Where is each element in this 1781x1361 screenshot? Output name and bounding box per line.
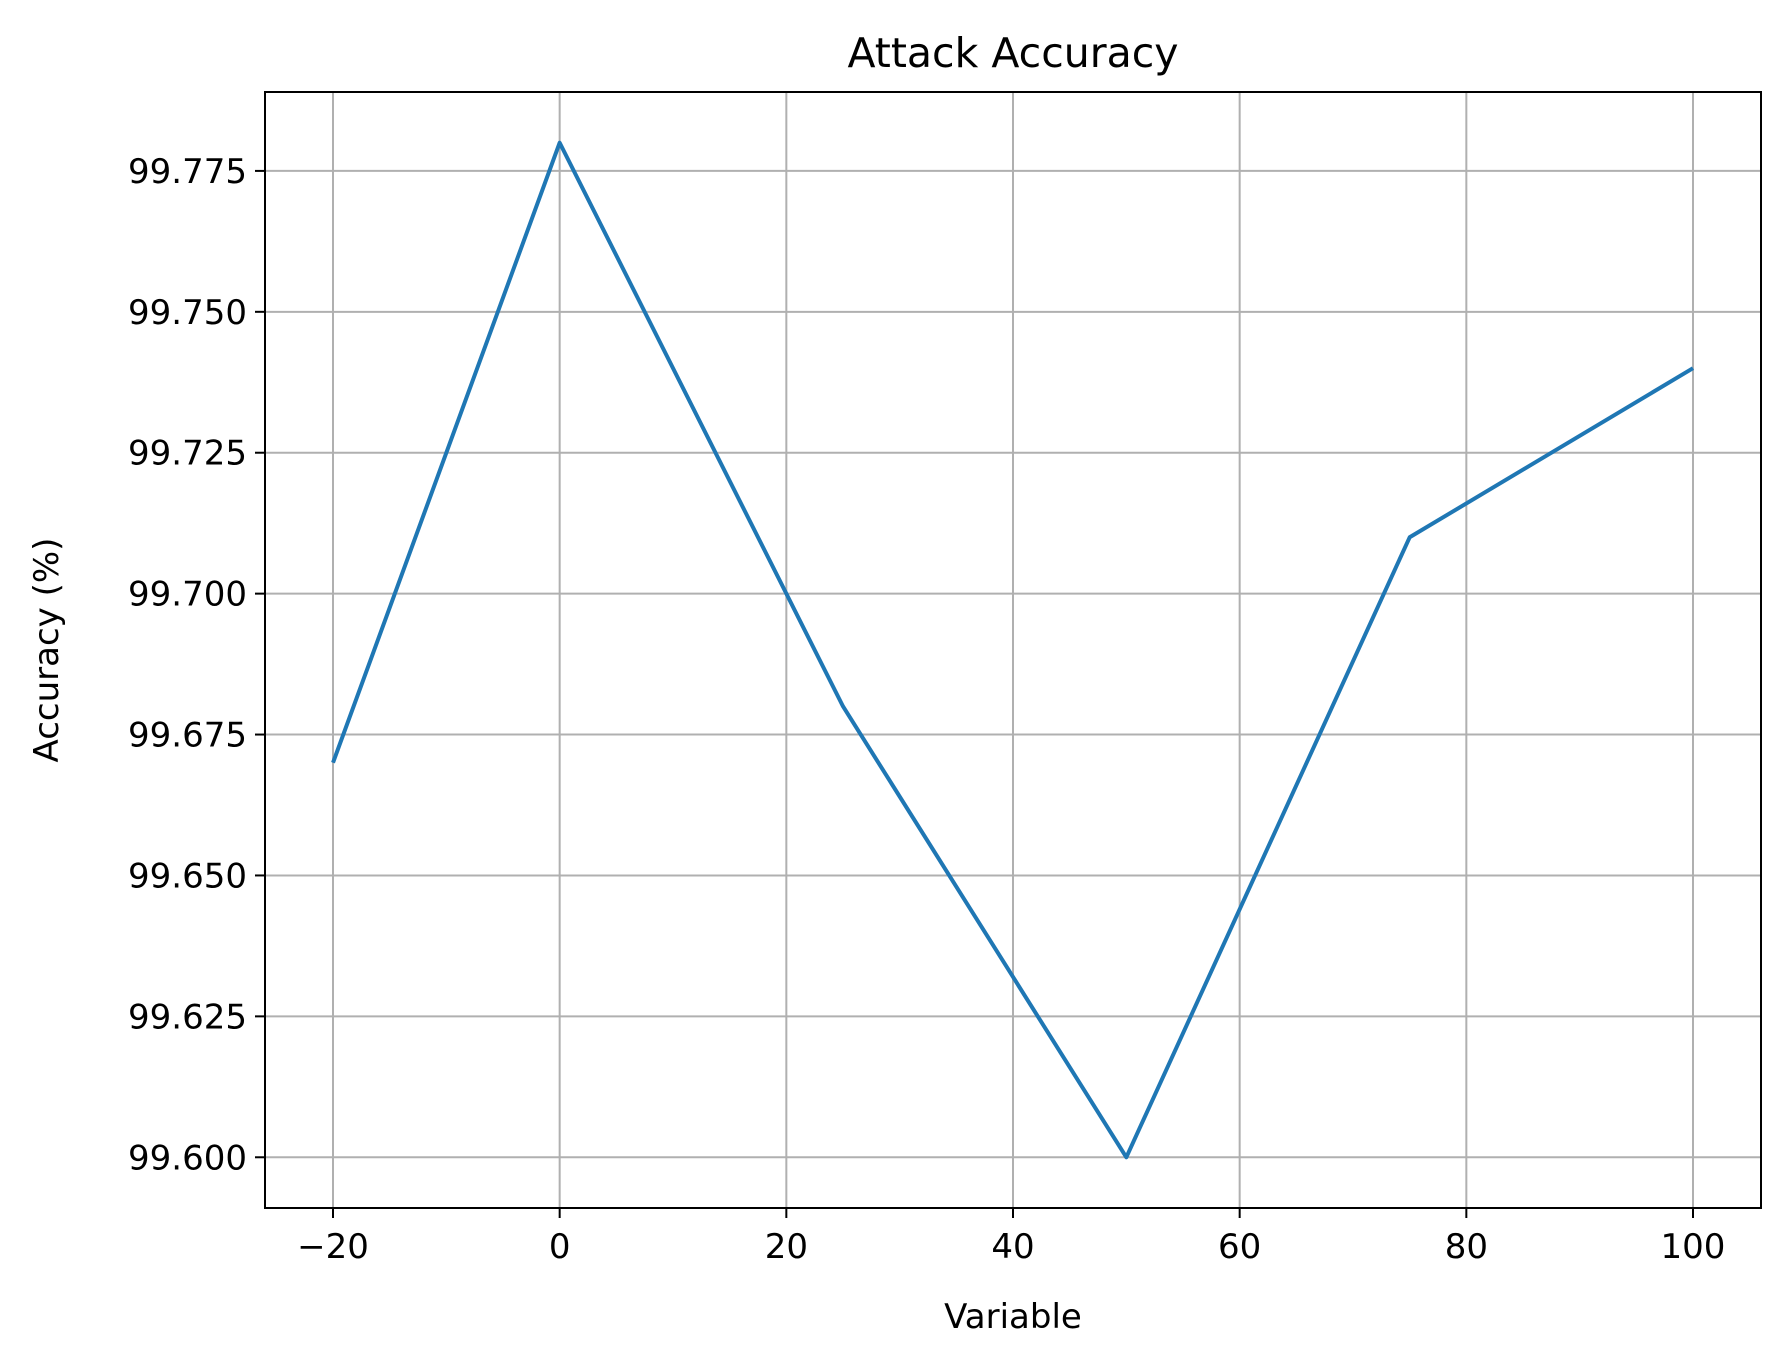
x-tick-label: 20: [765, 1227, 808, 1267]
data-point: [840, 703, 846, 709]
x-tick-label: 0: [549, 1227, 571, 1267]
tick-layer: −20 0 20 40 60 80 100 99.600 99.625 99.650 99.675 9…: [128, 152, 1725, 1267]
y-tick-label: 99.700: [128, 575, 247, 615]
y-tick-label: 99.625: [128, 997, 247, 1037]
y-tick-label: 99.650: [128, 856, 247, 896]
x-tick-label: 40: [991, 1227, 1034, 1267]
chart-title: Attack Accuracy: [847, 29, 1178, 77]
x-axis-title: Variable: [944, 1297, 1082, 1337]
y-tick-label: 99.600: [128, 1138, 247, 1178]
series-layer: [330, 140, 1696, 1160]
data-point: [557, 140, 563, 146]
data-point: [330, 760, 336, 766]
y-tick-label: 99.725: [128, 434, 247, 474]
data-point: [1690, 365, 1696, 371]
data-point: [1123, 1154, 1129, 1160]
y-axis-title: Accuracy (%): [27, 538, 67, 763]
series-line: [331, 140, 1695, 1160]
data-point: [1407, 534, 1413, 540]
x-tick-label: 60: [1218, 1227, 1261, 1267]
y-tick-label: 99.775: [128, 152, 247, 192]
x-tick-label: 100: [1661, 1227, 1726, 1267]
x-tick-label: −20: [297, 1227, 369, 1267]
y-tick-label: 99.750: [128, 293, 247, 333]
y-tick-label: 99.675: [128, 716, 247, 756]
x-tick-label: 80: [1445, 1227, 1488, 1267]
grid-layer: [265, 92, 1761, 1208]
